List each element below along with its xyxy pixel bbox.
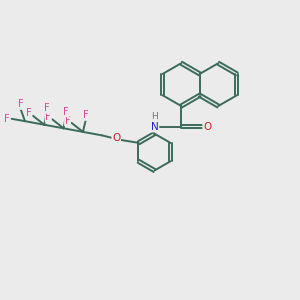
Text: H: H	[151, 112, 158, 121]
Text: O: O	[203, 122, 211, 132]
Text: F: F	[63, 107, 69, 117]
Text: F: F	[83, 110, 89, 120]
Text: O: O	[112, 134, 120, 143]
Text: N: N	[151, 122, 158, 132]
Text: F: F	[4, 114, 10, 124]
Text: F: F	[26, 108, 32, 118]
Text: F: F	[65, 116, 70, 126]
Text: F: F	[45, 112, 51, 122]
Text: F: F	[18, 99, 23, 109]
Text: F: F	[44, 103, 50, 113]
